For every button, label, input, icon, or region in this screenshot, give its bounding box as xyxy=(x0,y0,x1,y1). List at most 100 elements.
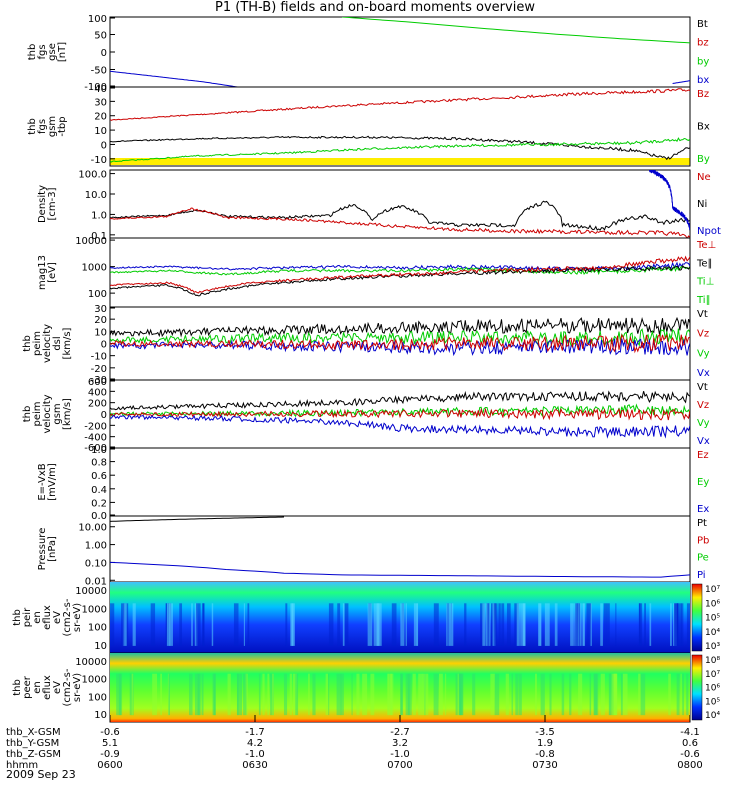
ylabel-line: mag13 xyxy=(37,255,48,290)
spectrogram-stripe xyxy=(487,603,490,646)
spectrogram-stripe xyxy=(267,673,270,716)
spectrogram-stripe xyxy=(464,603,467,646)
ytick-label: 100 xyxy=(88,623,107,634)
series-bx xyxy=(672,80,690,84)
spectrogram-stripe xyxy=(213,673,216,716)
spectrogram-stripe xyxy=(262,673,265,716)
ylabel-line: Pressure xyxy=(37,528,48,571)
series-Vy xyxy=(110,328,690,348)
ytick-label: 200 xyxy=(88,399,107,410)
spectrogram-stripe xyxy=(583,603,586,646)
spectrogram-stripe xyxy=(639,603,641,646)
orbit-value: 3.2 xyxy=(392,738,408,749)
spectrogram-stripe xyxy=(121,603,125,646)
legend-temperature: Ti∥ xyxy=(696,295,711,306)
panel-frame-fgs_gsm xyxy=(109,86,691,167)
spectrogram-stripe xyxy=(482,603,486,646)
spectrogram-stripe xyxy=(367,603,373,646)
spectrogram-stripe xyxy=(446,603,450,646)
spectrogram-stripe xyxy=(312,673,316,716)
orbit-value: 4.2 xyxy=(247,738,263,749)
plot-area-fgs_gsm xyxy=(110,88,690,163)
ylabel-line: velocity xyxy=(42,324,53,363)
orbit-value: 0700 xyxy=(387,760,412,771)
spectrogram-stripe xyxy=(289,673,292,716)
series-Bx xyxy=(110,135,690,161)
colorbar-peir xyxy=(691,583,703,652)
spectrogram-stripe xyxy=(538,603,541,646)
spectrogram-stripe xyxy=(516,603,520,646)
legend-temperature: Te∥ xyxy=(696,258,713,269)
plot-area-pressure xyxy=(110,516,690,578)
spectrogram-stripe xyxy=(611,673,614,716)
series-Npot xyxy=(648,170,690,231)
spectrogram-stripe xyxy=(189,673,193,716)
spectrogram-stripe xyxy=(356,673,360,716)
legend-fgs_gsm: Bx xyxy=(697,122,710,133)
orbit-value: 5.1 xyxy=(102,738,118,749)
spectrogram-stripe xyxy=(407,673,412,716)
page-title: P1 (TH-B) fields and on-board moments ov… xyxy=(215,0,535,15)
plot-area-velocity_peim xyxy=(110,316,690,357)
orbit-value: -1.0 xyxy=(245,749,265,760)
spectrogram-stripe xyxy=(405,673,410,716)
plot-area-peer xyxy=(110,653,690,722)
ytick-label: 0.01 xyxy=(85,576,107,587)
orbit-value: 0630 xyxy=(242,760,267,771)
quality-flag-bar xyxy=(110,158,690,165)
colorbar-tick: 10⁴ xyxy=(705,711,720,721)
ytick-label: 50 xyxy=(94,31,107,42)
panel-frame-pressure xyxy=(109,515,691,583)
spectrogram-stripe xyxy=(237,673,243,716)
spectrogram-stripe xyxy=(682,673,684,716)
ytick-label: 10.0 xyxy=(85,190,107,201)
ytick-label: 1.0 xyxy=(91,210,107,221)
spectrogram-stripe xyxy=(233,603,239,646)
ylabel-line: [km/s] xyxy=(62,327,73,359)
series-Ti∥ xyxy=(110,265,690,276)
orbit-value: -1.7 xyxy=(245,727,265,738)
spectrogram-stripe xyxy=(586,603,592,646)
spectrogram-stripe xyxy=(506,603,511,646)
spectrogram-stripe xyxy=(388,673,394,716)
legend-pressure: Pe xyxy=(697,553,709,564)
spectrogram-stripe xyxy=(122,603,127,646)
ytick-label: -600 xyxy=(84,443,107,454)
spectrogram-stripe xyxy=(549,673,552,716)
spectrogram-stripe xyxy=(340,673,344,716)
ylabel-line: eV xyxy=(52,611,63,624)
spectrogram-stripe xyxy=(615,603,617,646)
legend-fgs_gse: Bt xyxy=(697,19,708,30)
ylabel-line: en xyxy=(32,611,43,624)
spectrogram-stripe xyxy=(490,673,495,716)
legend-efield: Ez xyxy=(697,450,709,461)
spectrogram-stripe xyxy=(400,603,405,646)
series-Vt xyxy=(110,316,690,338)
spectrogram-stripe xyxy=(446,603,448,646)
orbit-row-label: thb_Y-GSM xyxy=(6,738,59,749)
spectrogram-stripe xyxy=(649,603,652,646)
orbit-value: -1.0 xyxy=(390,749,410,760)
spectrogram-stripe xyxy=(150,603,156,646)
legend-fgs_gsm: Bz xyxy=(697,89,709,100)
spectrogram-peir xyxy=(110,582,690,653)
ytick-label: 10000 xyxy=(75,657,107,668)
ylabel-line: peer xyxy=(22,675,33,699)
spectrogram-stripe xyxy=(342,603,345,646)
spectrogram-stripe xyxy=(501,603,505,646)
legend-pressure: Pi xyxy=(697,570,706,581)
spectrogram-stripe xyxy=(422,673,426,716)
spectrogram-stripe xyxy=(376,603,380,646)
ytick-label: 1000 xyxy=(82,263,107,274)
ylabel-line: dsl xyxy=(52,336,63,350)
ytick-label: -50 xyxy=(91,66,107,77)
orbit-value: 0800 xyxy=(677,760,702,771)
spectrogram-peer xyxy=(110,653,690,722)
spectrogram-stripe xyxy=(578,673,583,716)
ytick-label: 10 xyxy=(94,710,107,721)
spectrogram-stripe xyxy=(668,673,671,716)
ytick-label: 0.2 xyxy=(91,498,107,509)
orbit-value: -4.1 xyxy=(680,727,700,738)
spectrogram-stripe xyxy=(308,673,310,716)
